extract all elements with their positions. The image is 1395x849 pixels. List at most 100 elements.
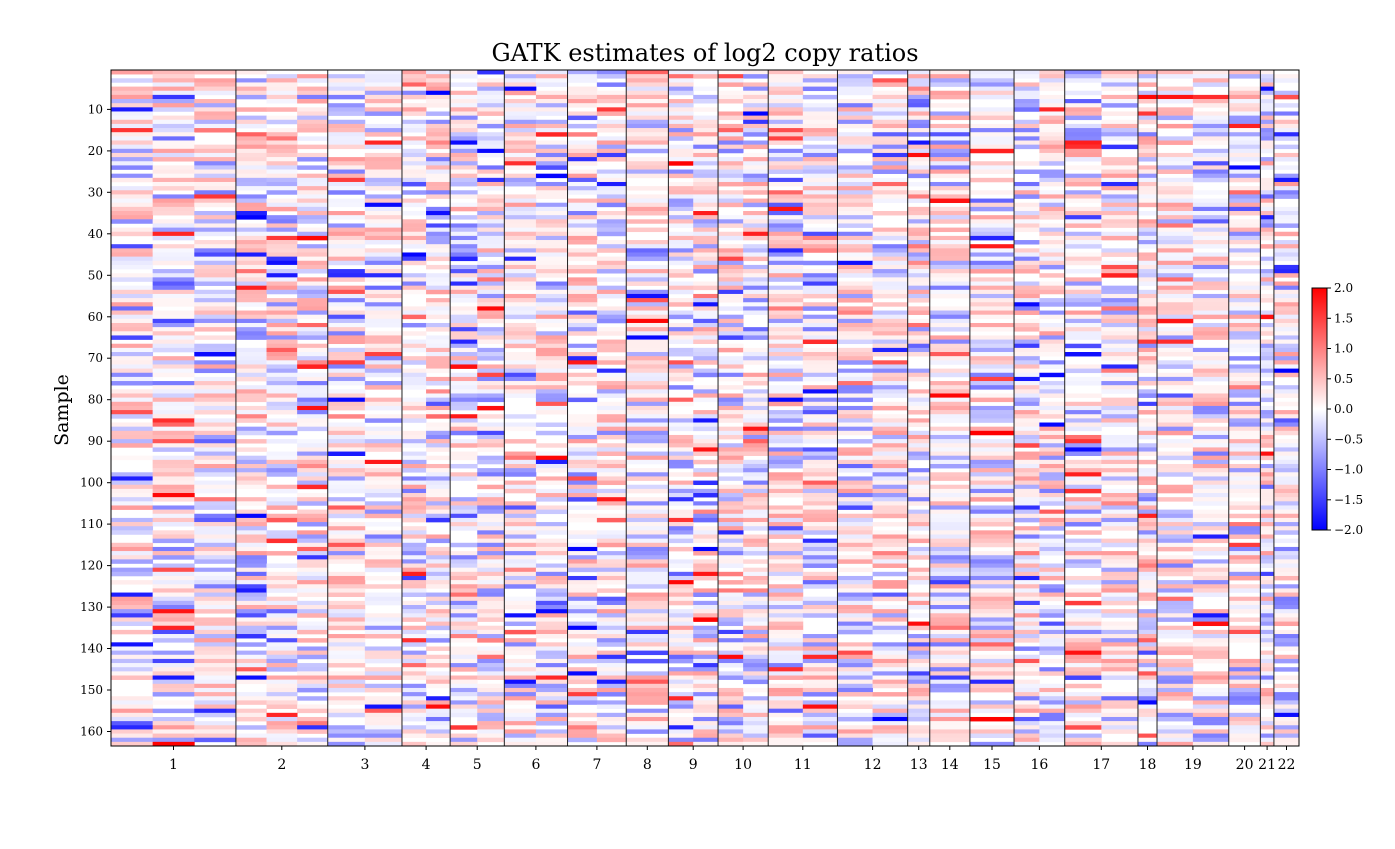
heatmap-cell <box>401 501 427 506</box>
heatmap-cell <box>768 443 804 448</box>
heatmap-cell <box>872 443 909 448</box>
heatmap-cell <box>668 269 694 274</box>
heatmap-cell <box>929 389 971 394</box>
heatmap-cell <box>668 215 694 220</box>
heatmap-cell <box>535 206 568 212</box>
heatmap-cell <box>969 488 1015 494</box>
heatmap-cell <box>907 123 931 129</box>
heatmap-cell <box>194 198 237 204</box>
heatmap-cell <box>504 393 537 398</box>
heatmap-cell <box>668 273 694 278</box>
heatmap-cell <box>929 115 971 121</box>
heatmap-cell <box>426 194 451 199</box>
heatmap-cell <box>266 642 298 647</box>
heatmap-cell <box>872 289 909 295</box>
heatmap-cell <box>768 368 804 374</box>
heatmap-cell <box>626 173 669 179</box>
heatmap-cell <box>668 737 694 743</box>
heatmap-cell <box>504 70 537 75</box>
heatmap-cell <box>426 584 451 589</box>
heatmap-cell <box>969 617 1015 622</box>
heatmap-cell <box>194 144 237 150</box>
heatmap-cell <box>1137 451 1158 456</box>
heatmap-cell <box>929 136 971 141</box>
heatmap-cell <box>1064 696 1102 701</box>
heatmap-cell <box>668 534 694 539</box>
heatmap-cell <box>596 190 627 195</box>
heatmap-cell <box>1157 165 1194 170</box>
heatmap-cell <box>1101 339 1139 345</box>
heatmap-cell <box>1228 211 1261 216</box>
heatmap-cell <box>929 169 971 174</box>
heatmap-cell <box>1064 157 1102 162</box>
heatmap-cell <box>929 584 971 589</box>
heatmap-cell <box>693 339 719 345</box>
heatmap-cell <box>626 517 669 523</box>
heatmap-cell <box>743 708 769 714</box>
heatmap-cell <box>1157 592 1194 597</box>
heatmap-cell <box>297 600 329 606</box>
heatmap-cell <box>907 277 931 282</box>
heatmap-cell <box>450 571 478 577</box>
heatmap-cell <box>802 671 838 676</box>
heatmap-cell <box>668 78 694 83</box>
heatmap-cell <box>401 476 427 481</box>
heatmap-cell <box>718 654 744 660</box>
heatmap-cell <box>872 721 909 726</box>
heatmap-cell <box>969 376 1015 382</box>
heatmap-cell <box>194 70 237 75</box>
heatmap-cell <box>626 455 669 461</box>
heatmap-cell <box>1039 99 1066 104</box>
heatmap-cell <box>837 111 873 116</box>
heatmap-cell <box>596 244 627 249</box>
heatmap-cell <box>929 186 971 191</box>
heatmap-cell <box>152 629 195 635</box>
heatmap-cell <box>969 638 1015 643</box>
heatmap-cell <box>1192 459 1230 465</box>
heatmap-cell <box>1039 625 1066 631</box>
heatmap-cell <box>111 327 154 332</box>
heatmap-cell <box>969 414 1015 419</box>
heatmap-cell <box>297 372 329 378</box>
heatmap-cell <box>929 575 971 581</box>
heatmap-cell <box>535 741 568 746</box>
heatmap-cell <box>1192 376 1230 382</box>
heatmap-cell <box>1192 352 1230 357</box>
heatmap-cell <box>1039 123 1066 129</box>
heatmap-cell <box>535 530 568 535</box>
heatmap-cell <box>768 542 804 548</box>
heatmap-cell <box>626 430 669 436</box>
heatmap-cell <box>907 646 931 651</box>
heatmap-cell <box>567 459 598 465</box>
heatmap-cell <box>768 231 804 237</box>
heatmap-cell <box>1228 447 1261 452</box>
heatmap-cell <box>535 339 568 345</box>
heatmap-cell <box>426 488 451 494</box>
heatmap-cell <box>1014 538 1040 544</box>
heatmap-cell <box>626 82 669 87</box>
heatmap-cell <box>194 190 237 195</box>
heatmap-cell <box>1137 488 1158 494</box>
heatmap-cell <box>718 82 744 87</box>
heatmap-cell <box>1064 563 1102 568</box>
heatmap-cell <box>872 103 909 108</box>
heatmap-cell <box>693 414 719 419</box>
heatmap-cell <box>872 584 909 589</box>
heatmap-cell <box>1192 198 1230 204</box>
heatmap-cell <box>567 575 598 581</box>
heatmap-cell <box>1192 733 1230 739</box>
heatmap-cell <box>718 729 744 734</box>
heatmap-cell <box>401 165 427 170</box>
heatmap-cell <box>718 725 744 730</box>
heatmap-cell <box>477 393 505 398</box>
heatmap-cell <box>1101 476 1139 481</box>
heatmap-cell <box>1039 202 1066 208</box>
heatmap-cell <box>718 493 744 498</box>
heatmap-cell <box>297 588 329 593</box>
heatmap-cell <box>718 94 744 100</box>
heatmap-cell <box>718 132 744 137</box>
heatmap-cell <box>1192 671 1230 676</box>
heatmap-cell <box>743 293 769 299</box>
heatmap-cell <box>504 235 537 241</box>
heatmap-cell <box>1064 401 1102 407</box>
